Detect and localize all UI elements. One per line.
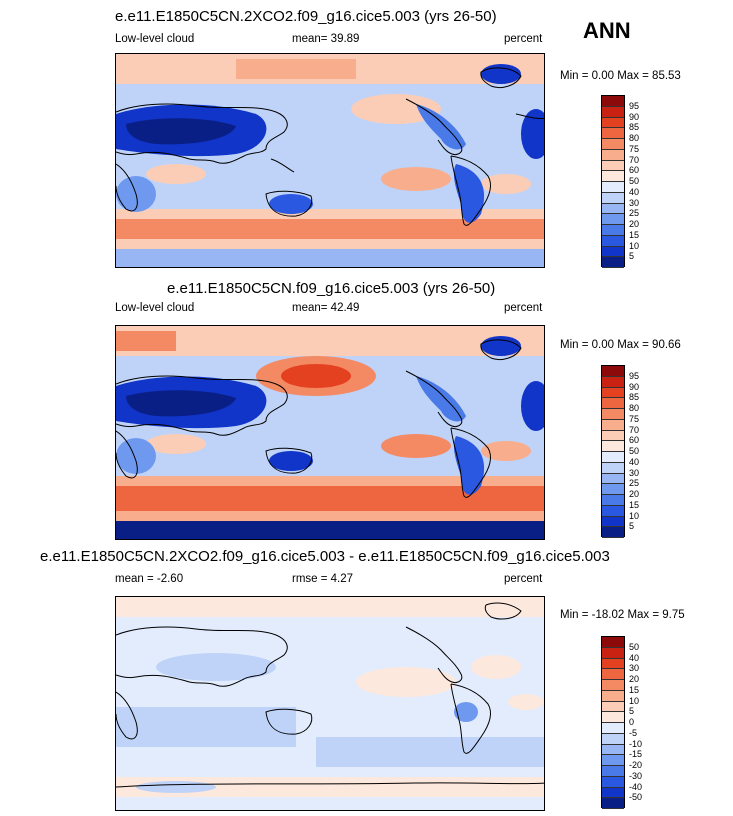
panel2-level: 85	[629, 392, 640, 403]
panel1-level: 95	[629, 100, 640, 111]
panel1-variable-label: Low-level cloud	[115, 33, 195, 45]
panel1-level: 15	[629, 229, 640, 240]
panel2-level: 90	[629, 381, 640, 392]
panel3-level: -30	[629, 770, 643, 781]
panel3-level: 5	[629, 706, 635, 717]
panel2-colorbar-labels: 95 90 85 80 75 70 60 50 40 30 25 20 15 1…	[629, 365, 659, 537]
panel3-level: -40	[629, 781, 643, 792]
panel2-level: 5	[629, 521, 635, 532]
panel3-mean-label: mean = -2.60	[115, 573, 184, 585]
panel2-level: 80	[629, 403, 640, 413]
panel1-level: 30	[629, 197, 640, 208]
panel2-level: 75	[629, 413, 640, 424]
panel3-colorbar	[601, 636, 625, 809]
panel1-title: e.e11.E1850C5CN.2XCO2.f09_g16.cice5.003 …	[115, 8, 497, 25]
panel2-units-label: percent	[504, 302, 543, 314]
panel2-level: 40	[629, 456, 640, 467]
panel1-level: 90	[629, 111, 640, 122]
panel3-level: 40	[629, 652, 640, 663]
panel3-units-label: percent	[504, 573, 543, 585]
panel2-level: 70	[629, 424, 640, 435]
panel1-level: 40	[629, 186, 640, 197]
panel2-level: 50	[629, 446, 640, 456]
panel2-title: e.e11.E1850C5CN.f09_g16.cice5.003 (yrs 2…	[167, 280, 496, 297]
panel3-level: 10	[629, 695, 640, 706]
panel1-map	[115, 53, 545, 268]
panel1-minmax: Min = 0.00 Max = 85.53	[560, 70, 681, 82]
panel1-mean-label: mean= 39.89	[292, 33, 360, 45]
panel1-level: 20	[629, 219, 640, 229]
panel3-minmax: Min = -18.02 Max = 9.75	[560, 609, 685, 621]
panel3-level: 30	[629, 663, 640, 674]
panel2-minmax: Min = 0.00 Max = 90.66	[560, 339, 681, 351]
panel3-level: -5	[629, 727, 638, 738]
panel1-level: 25	[629, 208, 640, 219]
panel3-colorbar-labels: 50 40 30 20 15 10 5 0 -5 -10 -15 -20 -30…	[629, 636, 659, 808]
panel2-map	[115, 325, 545, 540]
panel2-level: 60	[629, 435, 640, 446]
panel1-units-label: percent	[504, 33, 543, 45]
panel2-mean-label: mean= 42.49	[292, 302, 360, 314]
panel3-level: -50	[629, 792, 643, 803]
panel3-level: -20	[629, 760, 643, 770]
panel3-level: 50	[629, 641, 640, 652]
panel1-level: 5	[629, 251, 635, 262]
panel1-level: 80	[629, 133, 640, 143]
panel1-level: 50	[629, 176, 640, 186]
panel1-level: 10	[629, 240, 640, 251]
panel3-title: e.e11.E1850C5CN.2XCO2.f09_g16.cice5.003 …	[40, 548, 610, 565]
panel1-level: 85	[629, 122, 640, 133]
panel2-level: 15	[629, 499, 640, 510]
panel2-level: 25	[629, 478, 640, 489]
panel3-map	[115, 596, 545, 811]
panel1-level: 60	[629, 165, 640, 176]
season-label: ANN	[583, 18, 631, 43]
panel2-colorbar	[601, 365, 625, 538]
panel2-level: 20	[629, 489, 640, 499]
panel3-rmse-label: rmse = 4.27	[292, 573, 354, 585]
panel3-level: 15	[629, 684, 640, 695]
panel3-level: -10	[629, 738, 643, 749]
panel1-level: 70	[629, 154, 640, 165]
panel1-colorbar	[601, 95, 625, 268]
panel2-level: 95	[629, 370, 640, 381]
panel2-level: 10	[629, 510, 640, 521]
panel2-variable-label: Low-level cloud	[115, 302, 195, 314]
panel1-colorbar-labels: 95 90 85 80 75 70 60 50 40 30 25 20 15 1…	[629, 95, 659, 267]
panel3-level: 0	[629, 717, 635, 727]
panel3-level: 20	[629, 674, 640, 684]
panel3-level: -15	[629, 749, 643, 760]
panel1-level: 75	[629, 143, 640, 154]
panel2-level: 30	[629, 467, 640, 478]
